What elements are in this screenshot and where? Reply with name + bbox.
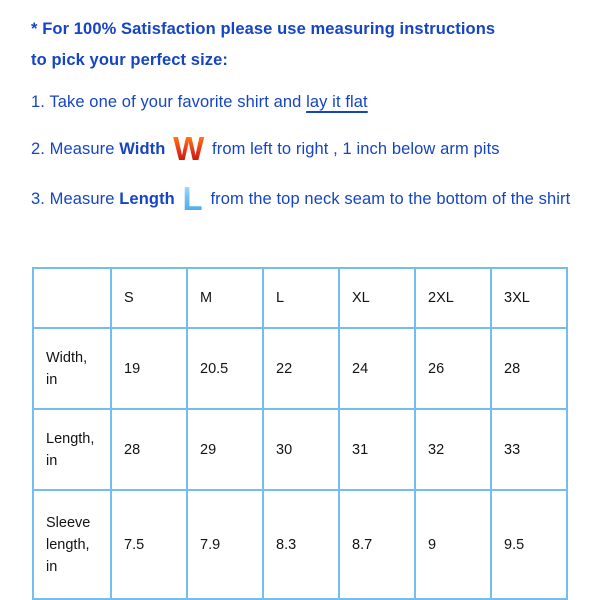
length-value-s: 28 xyxy=(110,408,188,491)
column-header-2xl: 2XL xyxy=(414,267,492,329)
table-corner-cell xyxy=(32,267,112,329)
column-header-m: M xyxy=(186,267,264,329)
instruction-step-2: 2. Measure Width W from left to right , … xyxy=(31,132,576,165)
table-header-row: S M L XL 2XL 3XL xyxy=(32,267,568,329)
step-1-number: 1. xyxy=(31,93,45,111)
width-value-3xl: 28 xyxy=(490,327,568,410)
step-3-text-after: from the top neck seam to the bottom of … xyxy=(210,190,571,208)
row-label-length: Length, in xyxy=(32,408,112,491)
intro-line-1: * For 100% Satisfaction please use measu… xyxy=(31,20,496,38)
length-keyword: Length xyxy=(119,190,175,208)
length-value-m: 29 xyxy=(186,408,264,491)
sleeve-value-xl: 8.7 xyxy=(338,489,416,600)
length-value-3xl: 33 xyxy=(490,408,568,491)
width-value-m: 20.5 xyxy=(186,327,264,410)
instruction-step-1: 1. Take one of your favorite shirt and l… xyxy=(31,89,576,115)
lay-it-flat-emphasis: lay it flat xyxy=(306,93,368,111)
length-letter-glyph-icon: L xyxy=(182,180,203,217)
step-2-number: 2. xyxy=(31,140,45,158)
width-value-2xl: 26 xyxy=(414,327,492,410)
length-value-l: 30 xyxy=(262,408,340,491)
sleeve-value-s: 7.5 xyxy=(110,489,188,600)
sleeve-value-3xl: 9.5 xyxy=(490,489,568,600)
column-header-s: S xyxy=(110,267,188,329)
table-row-width: Width, in 19 20.5 22 24 26 28 xyxy=(32,327,568,410)
column-header-xl: XL xyxy=(338,267,416,329)
row-label-width: Width, in xyxy=(32,327,112,410)
row-label-sleeve-length: Sleeve length, in xyxy=(32,489,112,600)
size-chart-table: S M L XL 2XL 3XL Width, in 19 20.5 22 24… xyxy=(32,267,568,600)
row-label-width-line2: in xyxy=(46,371,58,388)
row-label-width-line1: Width, xyxy=(46,349,88,366)
length-value-xl: 31 xyxy=(338,408,416,491)
step-2-text-before: Measure xyxy=(49,140,115,158)
size-table-body: S M L XL 2XL 3XL Width, in 19 20.5 22 24… xyxy=(32,267,568,600)
length-value-2xl: 32 xyxy=(414,408,492,491)
row-label-sleeve-line1: Sleeve xyxy=(46,514,91,531)
table-row-length: Length, in 28 29 30 31 32 33 xyxy=(32,408,568,491)
width-value-l: 22 xyxy=(262,327,340,410)
step-3-text-before: Measure xyxy=(49,190,115,208)
width-letter-glyph-icon: W xyxy=(173,130,205,167)
width-keyword: Width xyxy=(119,140,166,158)
width-value-xl: 24 xyxy=(338,327,416,410)
row-label-length-line2: in xyxy=(46,452,58,469)
instruction-step-3: 3. Measure Length L from the top neck se… xyxy=(31,182,576,215)
sleeve-value-l: 8.3 xyxy=(262,489,340,600)
row-label-length-line1: Length, xyxy=(46,430,95,447)
step-2-text-after: from left to right , 1 inch below arm pi… xyxy=(212,140,500,158)
row-label-sleeve-line3: in xyxy=(46,558,58,575)
column-header-l: L xyxy=(262,267,340,329)
step-1-text: Take one of your favorite shirt and xyxy=(49,93,302,111)
step-3-number: 3. xyxy=(31,190,45,208)
row-label-sleeve-line2: length, xyxy=(46,536,90,553)
sleeve-value-m: 7.9 xyxy=(186,489,264,600)
measuring-instructions: * For 100% Satisfaction please use measu… xyxy=(31,14,576,215)
column-header-3xl: 3XL xyxy=(490,267,568,329)
width-value-s: 19 xyxy=(110,327,188,410)
intro-line-2: to pick your perfect size: xyxy=(31,51,228,69)
sleeve-value-2xl: 9 xyxy=(414,489,492,600)
table-row-sleeve-length: Sleeve length, in 7.5 7.9 8.3 8.7 9 9.5 xyxy=(32,489,568,600)
